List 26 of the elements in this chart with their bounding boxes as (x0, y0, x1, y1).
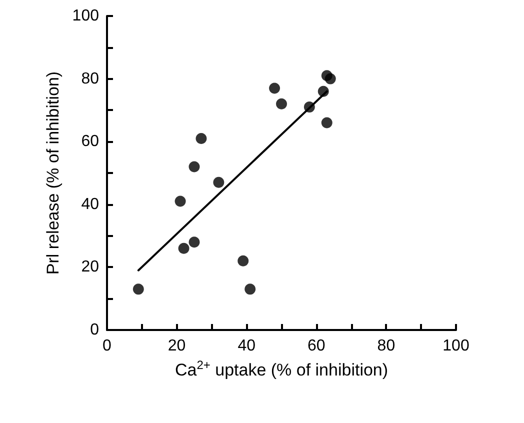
x-tick-label: 20 (168, 338, 186, 354)
y-tick-label: 20 (81, 258, 100, 276)
point (174, 196, 186, 207)
point (178, 242, 190, 254)
point (321, 117, 332, 128)
point (238, 255, 249, 266)
point (213, 176, 224, 188)
point (132, 284, 144, 295)
x-tick-label: 100 (442, 338, 470, 354)
point (324, 73, 336, 84)
y-tick-label: 100 (72, 8, 100, 24)
x-tick-label: 60 (308, 338, 326, 354)
y-tick-label: 60 (81, 133, 100, 150)
y-tick-label: 40 (81, 196, 100, 213)
point (244, 284, 256, 295)
point (188, 236, 200, 248)
y-tick-label: 0 (90, 322, 100, 338)
point (196, 132, 207, 144)
point (188, 161, 200, 172)
point (276, 98, 287, 110)
x-tick-label: 40 (238, 338, 256, 354)
y-axis-title: Prl release (% of inhibition) (43, 71, 62, 275)
x-tick-label: 80 (377, 338, 396, 354)
x-tick-label: 0 (102, 338, 112, 354)
point (269, 82, 280, 94)
y-tick-label: 80 (81, 70, 100, 88)
